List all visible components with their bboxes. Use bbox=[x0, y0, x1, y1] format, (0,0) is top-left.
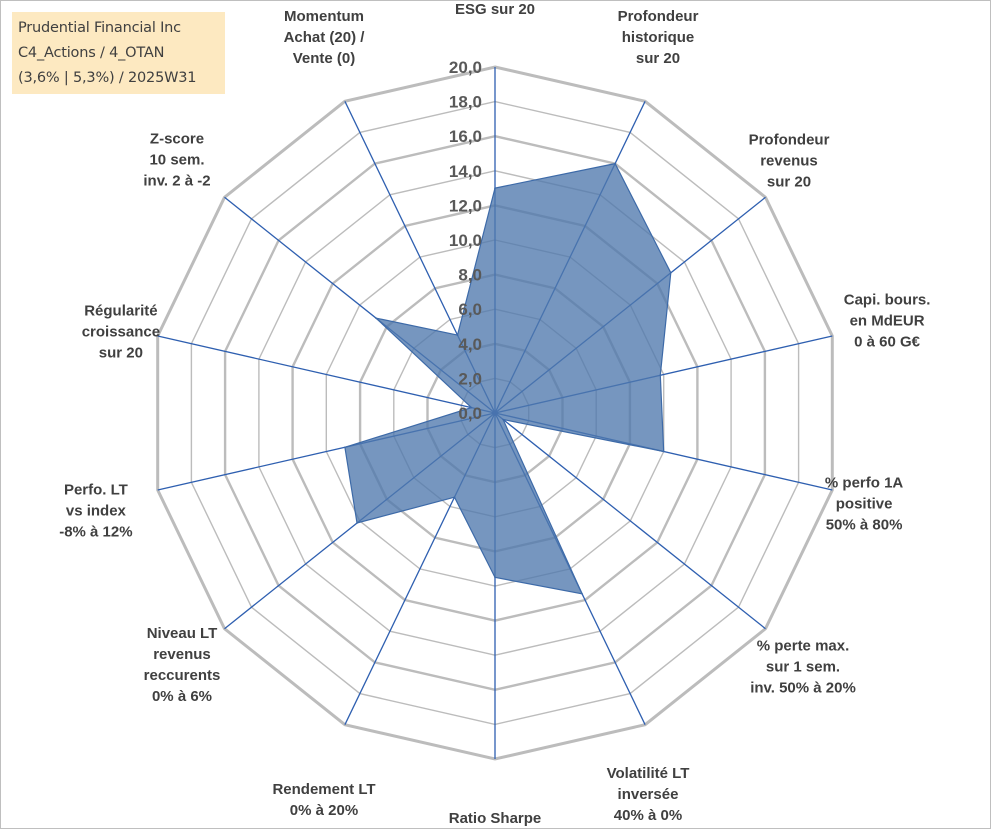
tick-label: 12,0 bbox=[449, 196, 482, 215]
category-label-2: revenus bbox=[760, 152, 818, 169]
category-label-13: Momentum bbox=[284, 8, 364, 25]
category-label-3: en MdEUR bbox=[850, 312, 925, 329]
category-label-5: sur 1 sem. bbox=[766, 659, 840, 676]
category-label-3: 0 à 60 G€ bbox=[854, 333, 921, 350]
data-point-2 bbox=[670, 272, 672, 274]
category-label-2: sur 20 bbox=[767, 173, 811, 190]
category-label-9: 0% à 6% bbox=[152, 688, 212, 705]
tick-label: 16,0 bbox=[449, 127, 482, 146]
tick-label: 2,0 bbox=[458, 369, 482, 388]
category-label-9: revenus bbox=[153, 646, 211, 663]
category-label-3: Capi. bours. bbox=[844, 291, 931, 308]
data-point-4 bbox=[662, 450, 665, 453]
data-point-1 bbox=[614, 162, 616, 165]
title-line-company: Prudential Financial Inc bbox=[18, 20, 181, 36]
category-label-10: vs index bbox=[66, 503, 127, 520]
category-label-11: Régularité bbox=[84, 302, 157, 319]
data-point-6 bbox=[581, 593, 583, 595]
category-label-13: Achat (20) / bbox=[284, 29, 366, 46]
data-point-3 bbox=[659, 374, 662, 377]
series-area-0 bbox=[344, 162, 672, 595]
title-line-category: C4_Actions / 4_OTAN bbox=[18, 45, 165, 61]
title-box: Prudential Financial Inc C4_Actions / 4_… bbox=[12, 12, 225, 94]
category-label-10: Perfo. LT bbox=[64, 482, 128, 499]
category-label-4: 50% à 80% bbox=[826, 517, 903, 534]
axis-line-5 bbox=[494, 412, 766, 630]
axis-line-11 bbox=[157, 335, 496, 414]
category-label-6: inversée bbox=[618, 786, 679, 803]
radar-tick-labels: 0,0 2,0 4,0 6,0 8,0 10,0 12,0 14,0 16,0 18,0 20,0 bbox=[449, 58, 482, 423]
data-point-5 bbox=[502, 418, 504, 421]
tick-label: 8,0 bbox=[458, 266, 482, 285]
tick-label: 4,0 bbox=[458, 335, 482, 354]
category-label-9: Niveau LT bbox=[147, 625, 218, 642]
category-label-5: % perte max. bbox=[757, 638, 850, 655]
data-point-7 bbox=[494, 576, 496, 579]
category-label-13: Vente (0) bbox=[293, 50, 356, 67]
tick-label: 14,0 bbox=[449, 162, 482, 181]
category-label-7: Ratio Sharpe bbox=[449, 810, 542, 827]
tick-label: 10,0 bbox=[449, 231, 482, 250]
data-point-0 bbox=[494, 187, 496, 189]
category-label-12: inv. 2 à -2 bbox=[143, 172, 210, 189]
category-label-8: 0% à 20% bbox=[290, 802, 358, 819]
category-label-2: Profondeur bbox=[749, 131, 830, 148]
data-point-9 bbox=[356, 522, 358, 524]
category-label-6: Volatilité LT bbox=[607, 765, 690, 782]
category-label-4: % perfo 1A bbox=[825, 475, 904, 492]
category-label-5: inv. 50% à 20% bbox=[750, 680, 856, 697]
data-point-8 bbox=[453, 496, 456, 499]
category-label-4: positive bbox=[836, 496, 893, 513]
category-label-10: -8% à 12% bbox=[59, 524, 132, 541]
category-label-9: reccurents bbox=[144, 667, 221, 684]
category-label-0: ESG sur 20 bbox=[455, 1, 535, 18]
data-point-12 bbox=[375, 317, 377, 319]
data-point-10 bbox=[344, 446, 346, 449]
tick-label: 0,0 bbox=[458, 404, 482, 423]
radar-series bbox=[344, 162, 672, 595]
category-label-8: Rendement LT bbox=[272, 781, 375, 798]
tick-label: 18,0 bbox=[449, 93, 482, 112]
data-point-11 bbox=[470, 406, 473, 409]
tick-label: 6,0 bbox=[458, 300, 482, 319]
category-label-12: Z-score bbox=[150, 130, 204, 147]
title-line-rates: (3,6% | 5,3%) / 2025W31 bbox=[18, 70, 197, 86]
category-label-6: 40% à 0% bbox=[614, 807, 682, 824]
category-label-1: sur 20 bbox=[636, 50, 680, 67]
tick-label: 20,0 bbox=[449, 58, 482, 77]
category-label-1: Profondeur bbox=[618, 8, 699, 25]
category-label-11: sur 20 bbox=[99, 344, 143, 361]
data-point-13 bbox=[456, 334, 459, 336]
category-label-12: 10 sem. bbox=[149, 151, 204, 168]
category-label-11: croissance bbox=[82, 323, 160, 340]
category-label-1: historique bbox=[622, 29, 695, 46]
